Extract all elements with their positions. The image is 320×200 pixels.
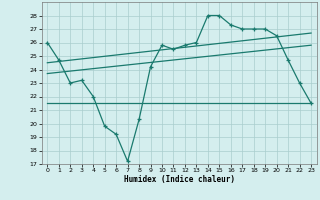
X-axis label: Humidex (Indice chaleur): Humidex (Indice chaleur) [124,175,235,184]
